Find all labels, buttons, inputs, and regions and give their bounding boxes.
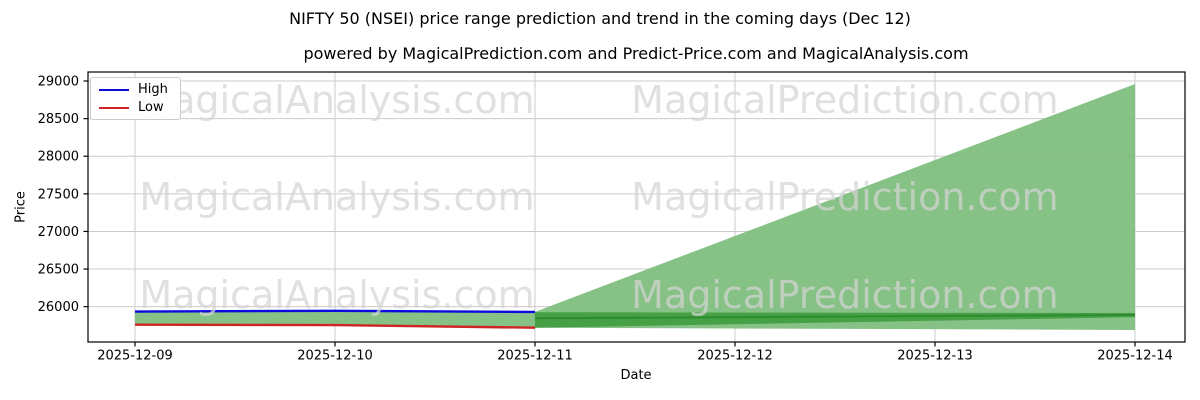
series-line-prediction-mid [534, 313, 1136, 320]
watermark-text: MagicalPrediction.com [631, 273, 1059, 317]
band-historical-high-low-range [135, 310, 535, 328]
watermark-text: MagicalPrediction.com [631, 78, 1059, 122]
plot-border [87, 71, 1186, 343]
figure-title: NIFTY 50 (NSEI) price range prediction a… [289, 9, 911, 28]
x-tick-label: 2025-12-09 [97, 349, 173, 364]
x-tick-label: 2025-12-13 [897, 349, 973, 364]
x-tick-label: 2025-12-11 [497, 349, 573, 364]
watermark-text: MagicalAnalysis.com [139, 273, 534, 317]
x-tick-label: 2025-12-14 [1097, 349, 1173, 364]
legend-line-swatch [99, 106, 129, 109]
x-tick-label: 2025-12-10 [297, 349, 373, 364]
series-line-high [134, 309, 536, 314]
watermark-text: MagicalAnalysis.com [139, 175, 534, 219]
powered-by-subtitle: powered by MagicalPrediction.com and Pre… [303, 44, 969, 63]
y-tick-label: 26000 [38, 300, 79, 315]
watermark-text: MagicalAnalysis.com [139, 78, 534, 122]
y-tick-label: 28500 [38, 112, 79, 127]
y-tick-label: 28000 [38, 150, 79, 165]
legend-item-label: High [138, 82, 168, 97]
x-axis-label: Date [620, 368, 652, 383]
legend-line-swatch [99, 88, 129, 91]
x-tick-label: 2025-12-12 [697, 349, 773, 364]
legend: High Low [90, 77, 181, 120]
y-tick-label: 29000 [38, 75, 79, 90]
watermark-text: MagicalPrediction.com [631, 175, 1059, 219]
y-tick-label: 27000 [38, 225, 79, 240]
y-tick-label: 26500 [38, 263, 79, 278]
legend-item-low: Low [99, 101, 168, 114]
series-line-low [134, 323, 536, 329]
y-tick-label: 27500 [38, 187, 79, 202]
legend-item-high: High [99, 83, 168, 96]
legend-item-label: Low [138, 100, 164, 115]
band-prediction-fan [535, 84, 1135, 330]
y-axis-label: Price [13, 191, 29, 223]
